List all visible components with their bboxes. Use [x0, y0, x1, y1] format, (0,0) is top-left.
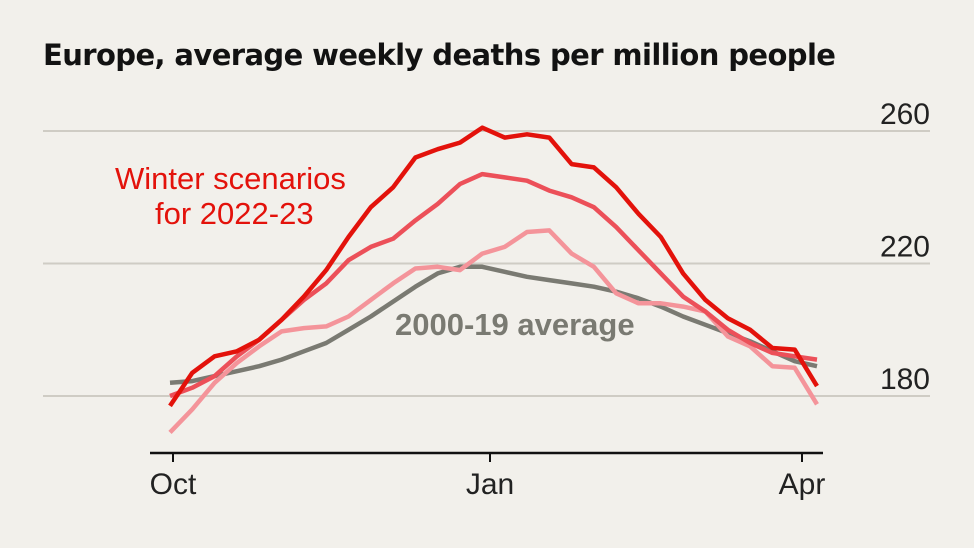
chart-title: Europe, average weekly deaths per millio… — [43, 38, 836, 72]
y-tick-label: 180 — [880, 363, 930, 396]
average-line — [169, 264, 818, 386]
series-lines — [168, 125, 819, 434]
scenario-label-line2: for 2022-23 — [155, 196, 314, 231]
x-tick-label: Jan — [466, 468, 514, 501]
x-axis-ticks: Oct Jan Apr — [150, 453, 826, 501]
y-tick-label: 260 — [880, 98, 930, 131]
x-tick-label: Apr — [779, 468, 826, 501]
scenario-line-high — [168, 125, 819, 408]
y-axis-ticks: 180 220 260 — [880, 98, 930, 396]
y-tick-label: 220 — [880, 231, 930, 264]
scenario-label-line1: Winter scenarios — [115, 161, 346, 196]
x-tick-label: Oct — [150, 468, 197, 501]
average-label: 2000-19 average — [395, 307, 635, 342]
